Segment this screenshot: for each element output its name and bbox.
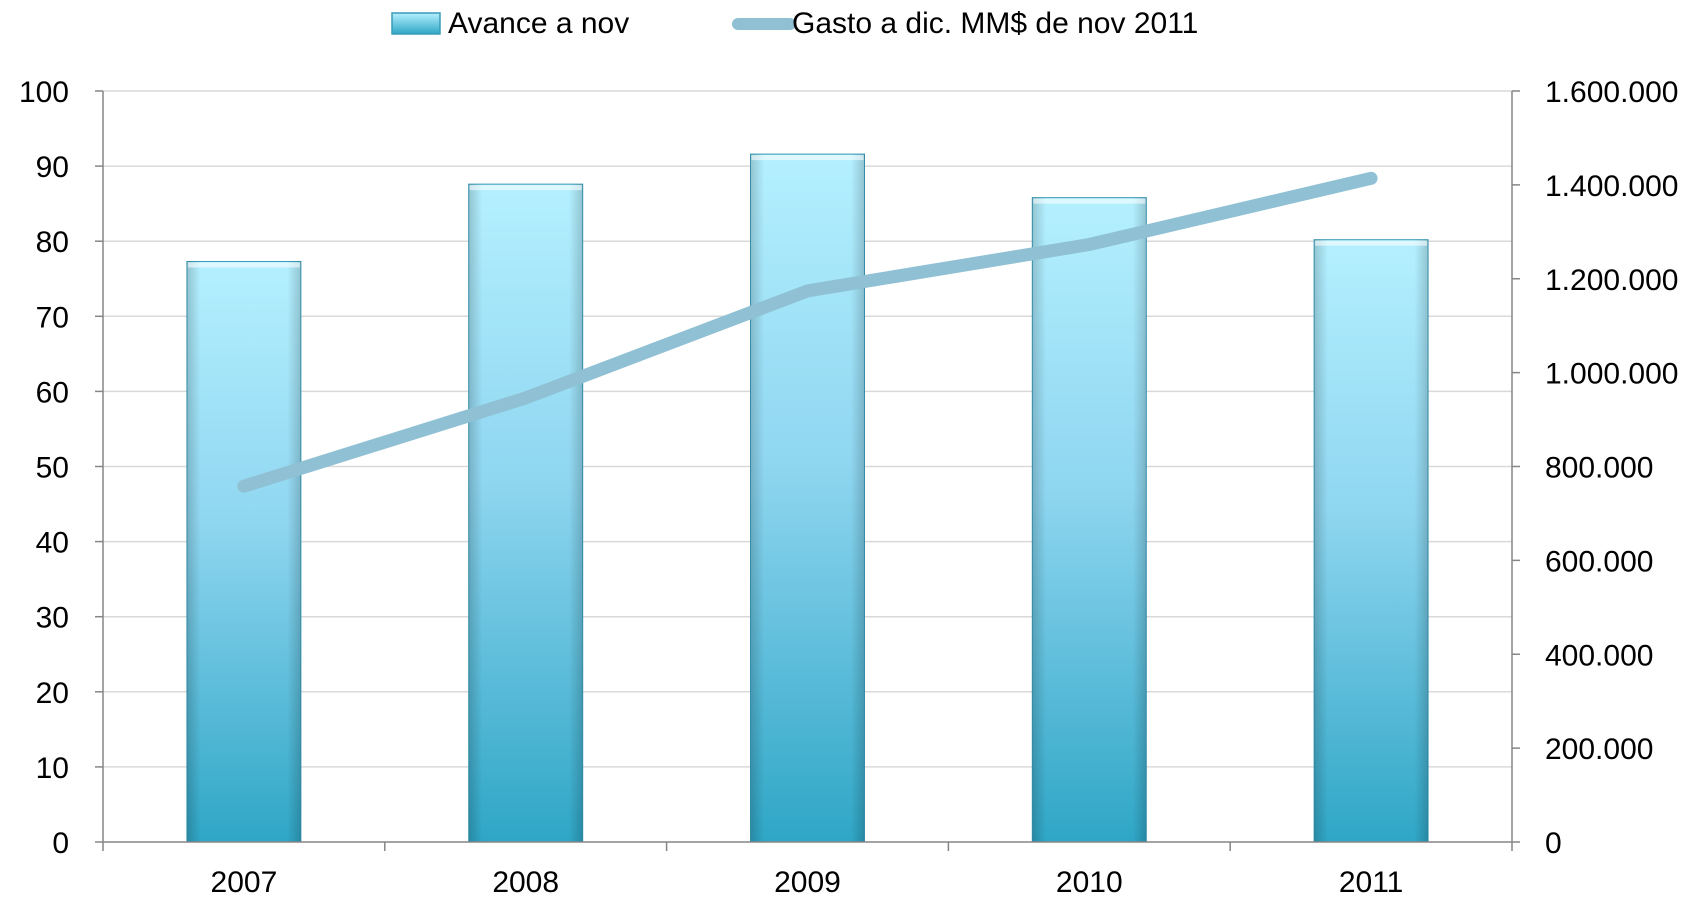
bar-cap-2007 bbox=[187, 262, 300, 268]
bar-cap-2009 bbox=[751, 155, 864, 161]
y-left-tick-label: 60 bbox=[36, 376, 69, 409]
y-right-tick-label: 600.000 bbox=[1545, 545, 1653, 578]
bar-group-2009 bbox=[750, 153, 865, 843]
legend-swatch-bar bbox=[391, 12, 441, 35]
x-tick-label: 2011 bbox=[1339, 866, 1404, 899]
bar-cap-2010 bbox=[1033, 198, 1146, 204]
y-left-tick-label: 70 bbox=[36, 301, 69, 334]
y-right-tick-label: 1.400.000 bbox=[1545, 170, 1678, 203]
y-right-tick-label: 1.200.000 bbox=[1545, 264, 1678, 297]
y-right-tick-label: 400.000 bbox=[1545, 639, 1653, 672]
y-right-tick-label: 200.000 bbox=[1545, 733, 1653, 766]
line-point-2008 bbox=[524, 396, 527, 399]
bar-shade-2009 bbox=[750, 154, 865, 843]
bar-shade-2010 bbox=[1032, 197, 1147, 843]
y-left-tick-label: 80 bbox=[36, 226, 69, 259]
bar-series bbox=[186, 153, 1429, 843]
x-tick-label: 2007 bbox=[211, 866, 278, 899]
legend-label-line: Gasto a dic. MM$ de nov 2011 bbox=[792, 7, 1198, 40]
y-right-tick-label: 800.000 bbox=[1545, 452, 1653, 485]
line-point-2009 bbox=[806, 289, 809, 292]
y-right-tick-label: 1.600.000 bbox=[1545, 76, 1678, 109]
bar-group-2011 bbox=[1313, 239, 1429, 843]
y-left-tick-label: 10 bbox=[36, 752, 69, 785]
bar-group-2007 bbox=[186, 260, 302, 843]
bar-cap-2011 bbox=[1315, 240, 1428, 246]
y-left-tick-label: 50 bbox=[36, 452, 69, 485]
y-left-tick-label: 100 bbox=[19, 76, 69, 109]
legend-label-bar: Avance a nov bbox=[448, 7, 629, 40]
y-right-tick-label: 0 bbox=[1545, 827, 1562, 860]
x-tick-label: 2009 bbox=[774, 866, 841, 899]
line-point-2007 bbox=[242, 485, 245, 488]
legend: Avance a nov Gasto a dic. MM$ de nov 201… bbox=[391, 7, 1198, 40]
y-left-tick-label: 30 bbox=[36, 602, 69, 635]
x-tick-label: 2010 bbox=[1056, 866, 1123, 899]
x-tick-label: 2008 bbox=[492, 866, 559, 899]
line-point-2011 bbox=[1370, 177, 1373, 180]
bar-shade-2007 bbox=[186, 261, 301, 842]
axes: 0 10 20 30 40 50 60 70 80 90 100 0 200.000 400.000 600… bbox=[19, 76, 1679, 899]
y-left-tick-label: 20 bbox=[36, 677, 69, 710]
y-left-tick-label: 90 bbox=[36, 151, 69, 184]
y-left-tick-label: 40 bbox=[36, 527, 69, 560]
bar-cap-2008 bbox=[469, 185, 582, 191]
bar-shade-2008 bbox=[468, 184, 583, 842]
y-left-tick-label: 0 bbox=[52, 827, 69, 860]
bar-shade-2011 bbox=[1314, 239, 1429, 842]
line-series bbox=[237, 171, 1378, 493]
line-point-2010 bbox=[1088, 243, 1091, 246]
bar-group-2010 bbox=[1031, 197, 1147, 843]
bar-group-2008 bbox=[468, 183, 584, 843]
y-right-tick-label: 1.000.000 bbox=[1545, 358, 1678, 391]
